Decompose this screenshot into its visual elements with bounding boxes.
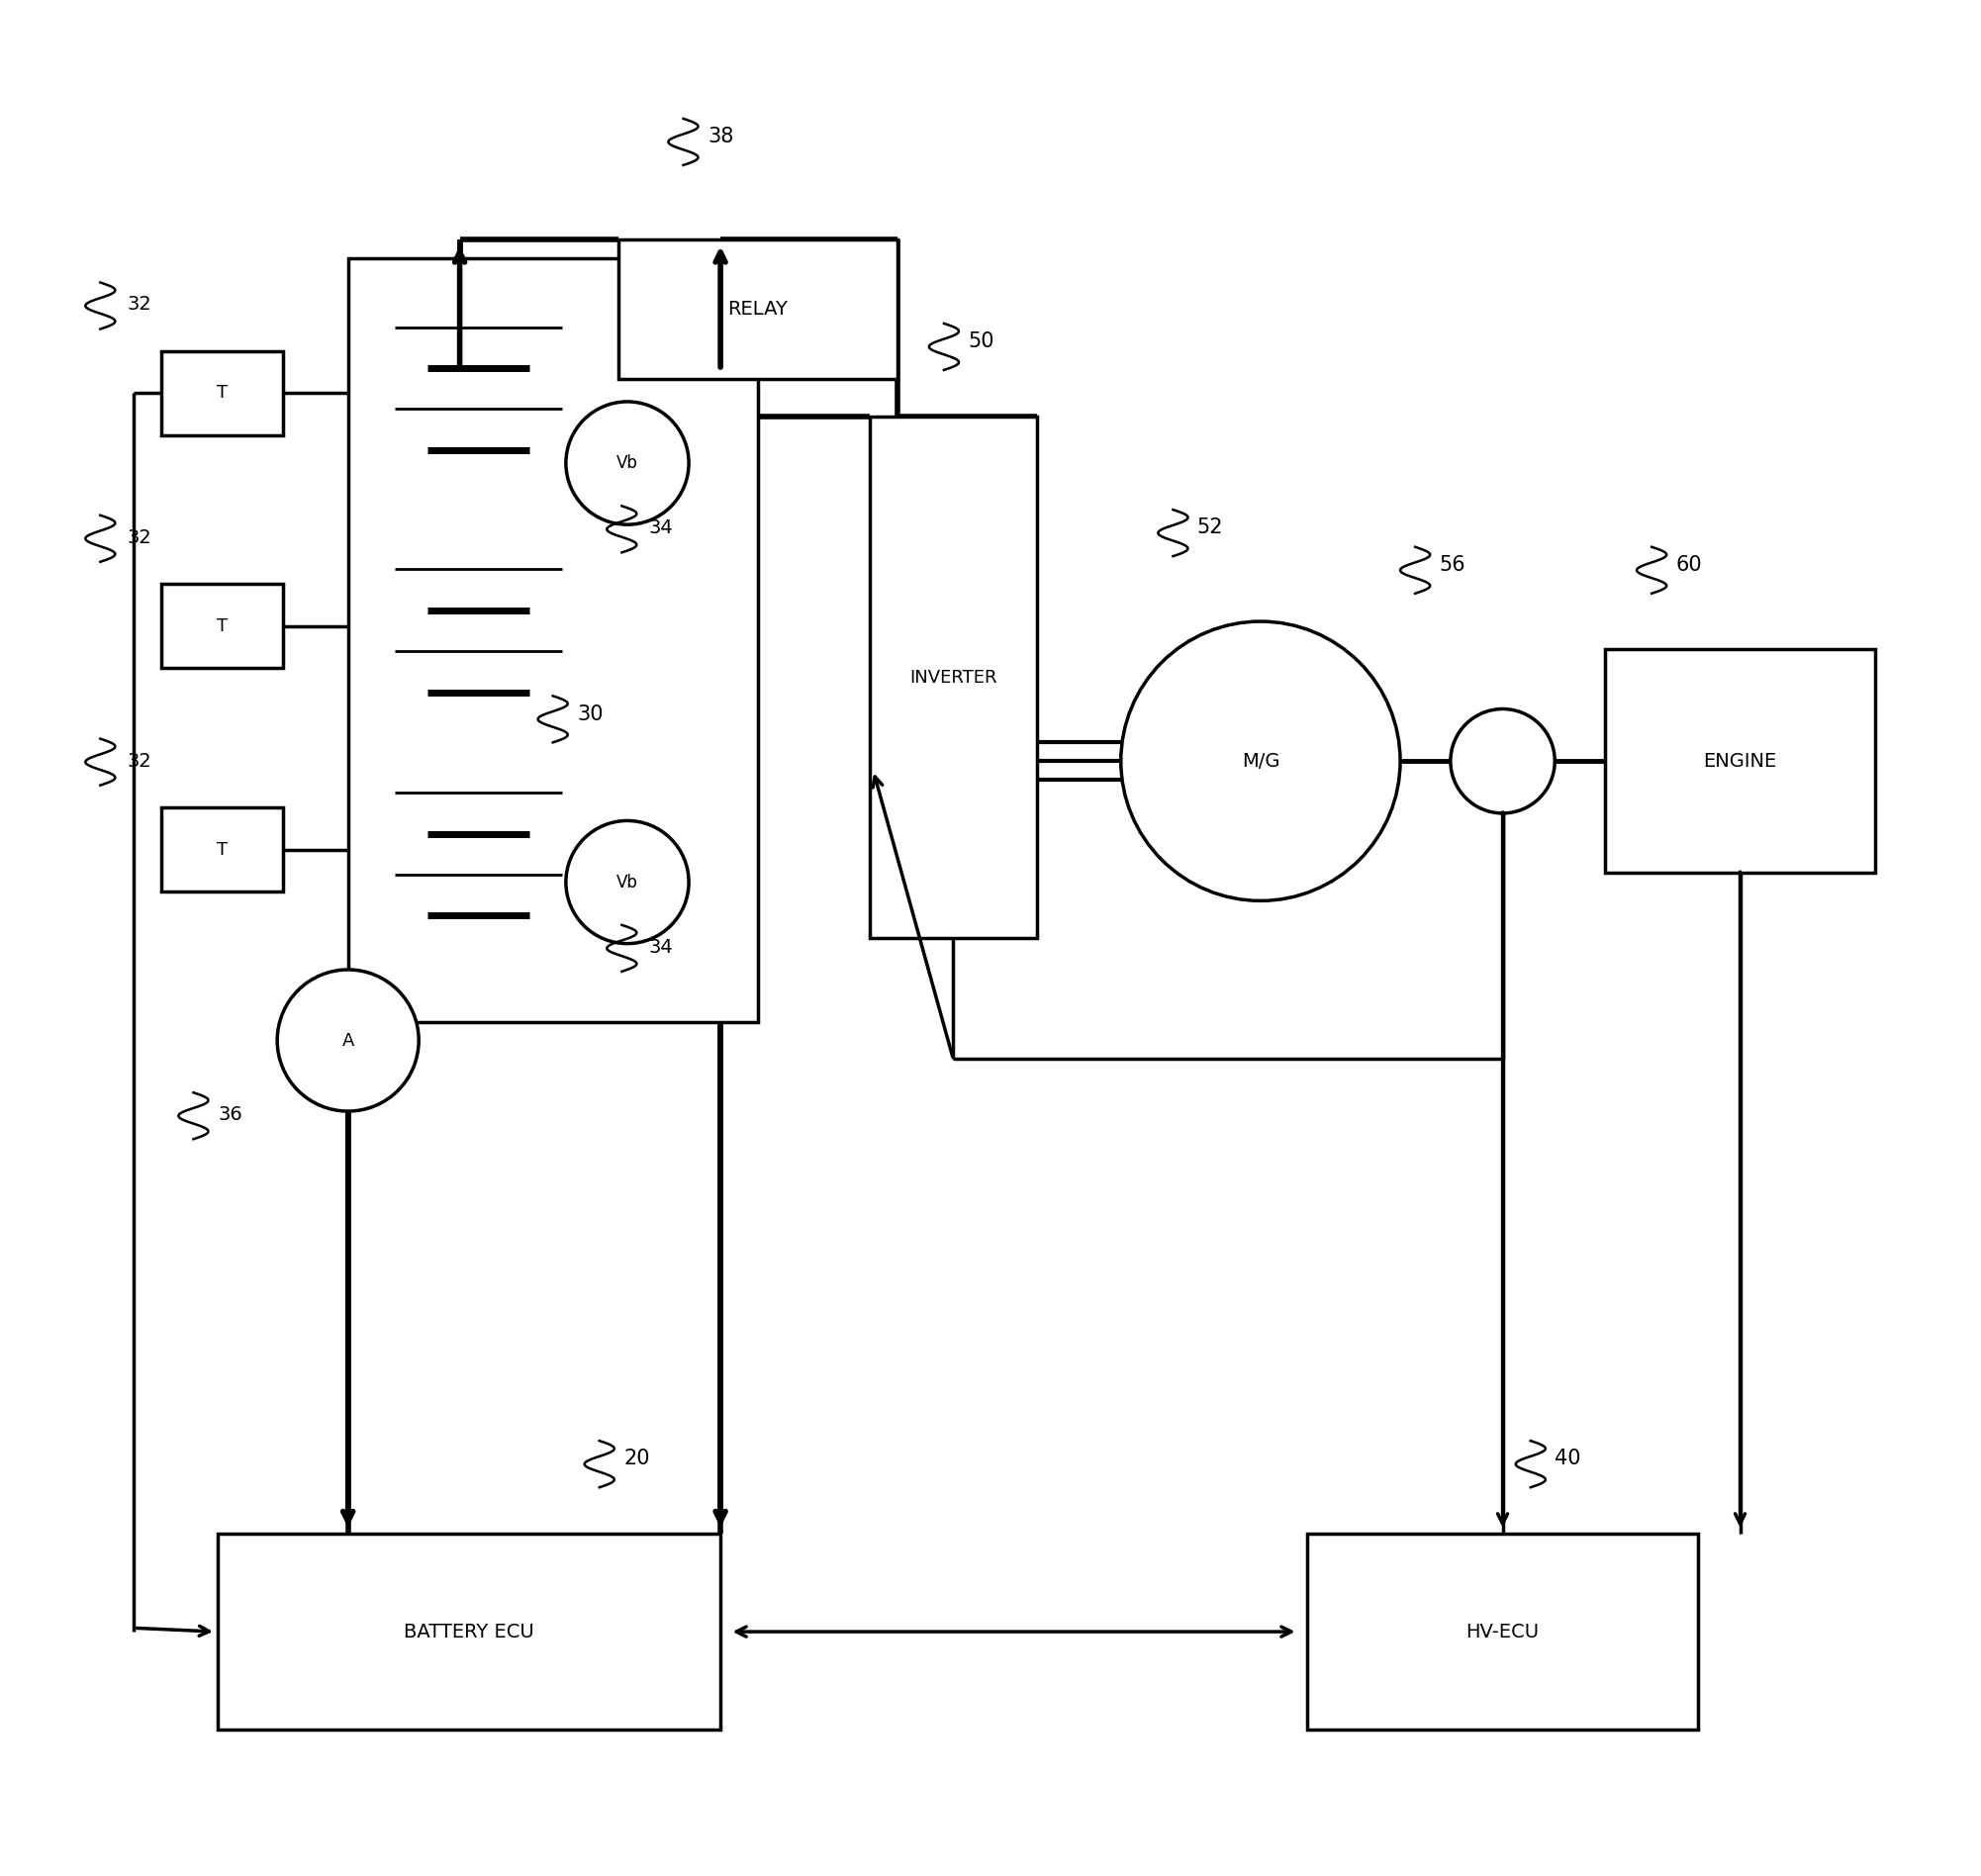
Text: RELAY: RELAY [727,300,788,319]
Text: T: T [216,617,228,634]
Bar [618,240,897,379]
Text: 32: 32 [127,529,153,548]
Circle shape [277,970,418,1111]
Bar [349,259,757,1022]
Circle shape [1121,621,1401,900]
Bar [162,583,283,668]
Text: M/G: M/G [1242,752,1280,771]
Bar [162,351,283,435]
Bar [162,809,283,891]
Text: 60: 60 [1676,555,1702,574]
Bar [218,1535,721,1730]
Bar [1605,649,1876,872]
Text: 36: 36 [218,1105,244,1124]
Text: 34: 34 [648,520,674,538]
Circle shape [567,401,689,525]
Text: 56: 56 [1438,555,1466,574]
Text: 52: 52 [1197,518,1224,538]
Text: HV-ECU: HV-ECU [1466,1623,1539,1642]
Text: T: T [216,840,228,859]
Text: 30: 30 [576,704,602,724]
Bar [1307,1535,1698,1730]
Text: 34: 34 [648,938,674,957]
Text: INVERTER: INVERTER [909,668,996,687]
Text: Vb: Vb [616,454,638,473]
Text: T: T [216,385,228,401]
Circle shape [1450,709,1555,812]
Text: 40: 40 [1555,1448,1581,1469]
Text: ENGINE: ENGINE [1704,752,1777,771]
Text: 50: 50 [969,332,994,351]
Text: Vb: Vb [616,872,638,891]
Text: A: A [343,1032,355,1049]
Text: 38: 38 [707,128,733,146]
Text: 20: 20 [624,1448,650,1469]
Circle shape [567,820,689,944]
Text: 32: 32 [127,295,153,313]
Text: BATTERY ECU: BATTERY ECU [404,1623,535,1642]
Bar [870,416,1038,938]
Text: 32: 32 [127,752,153,771]
